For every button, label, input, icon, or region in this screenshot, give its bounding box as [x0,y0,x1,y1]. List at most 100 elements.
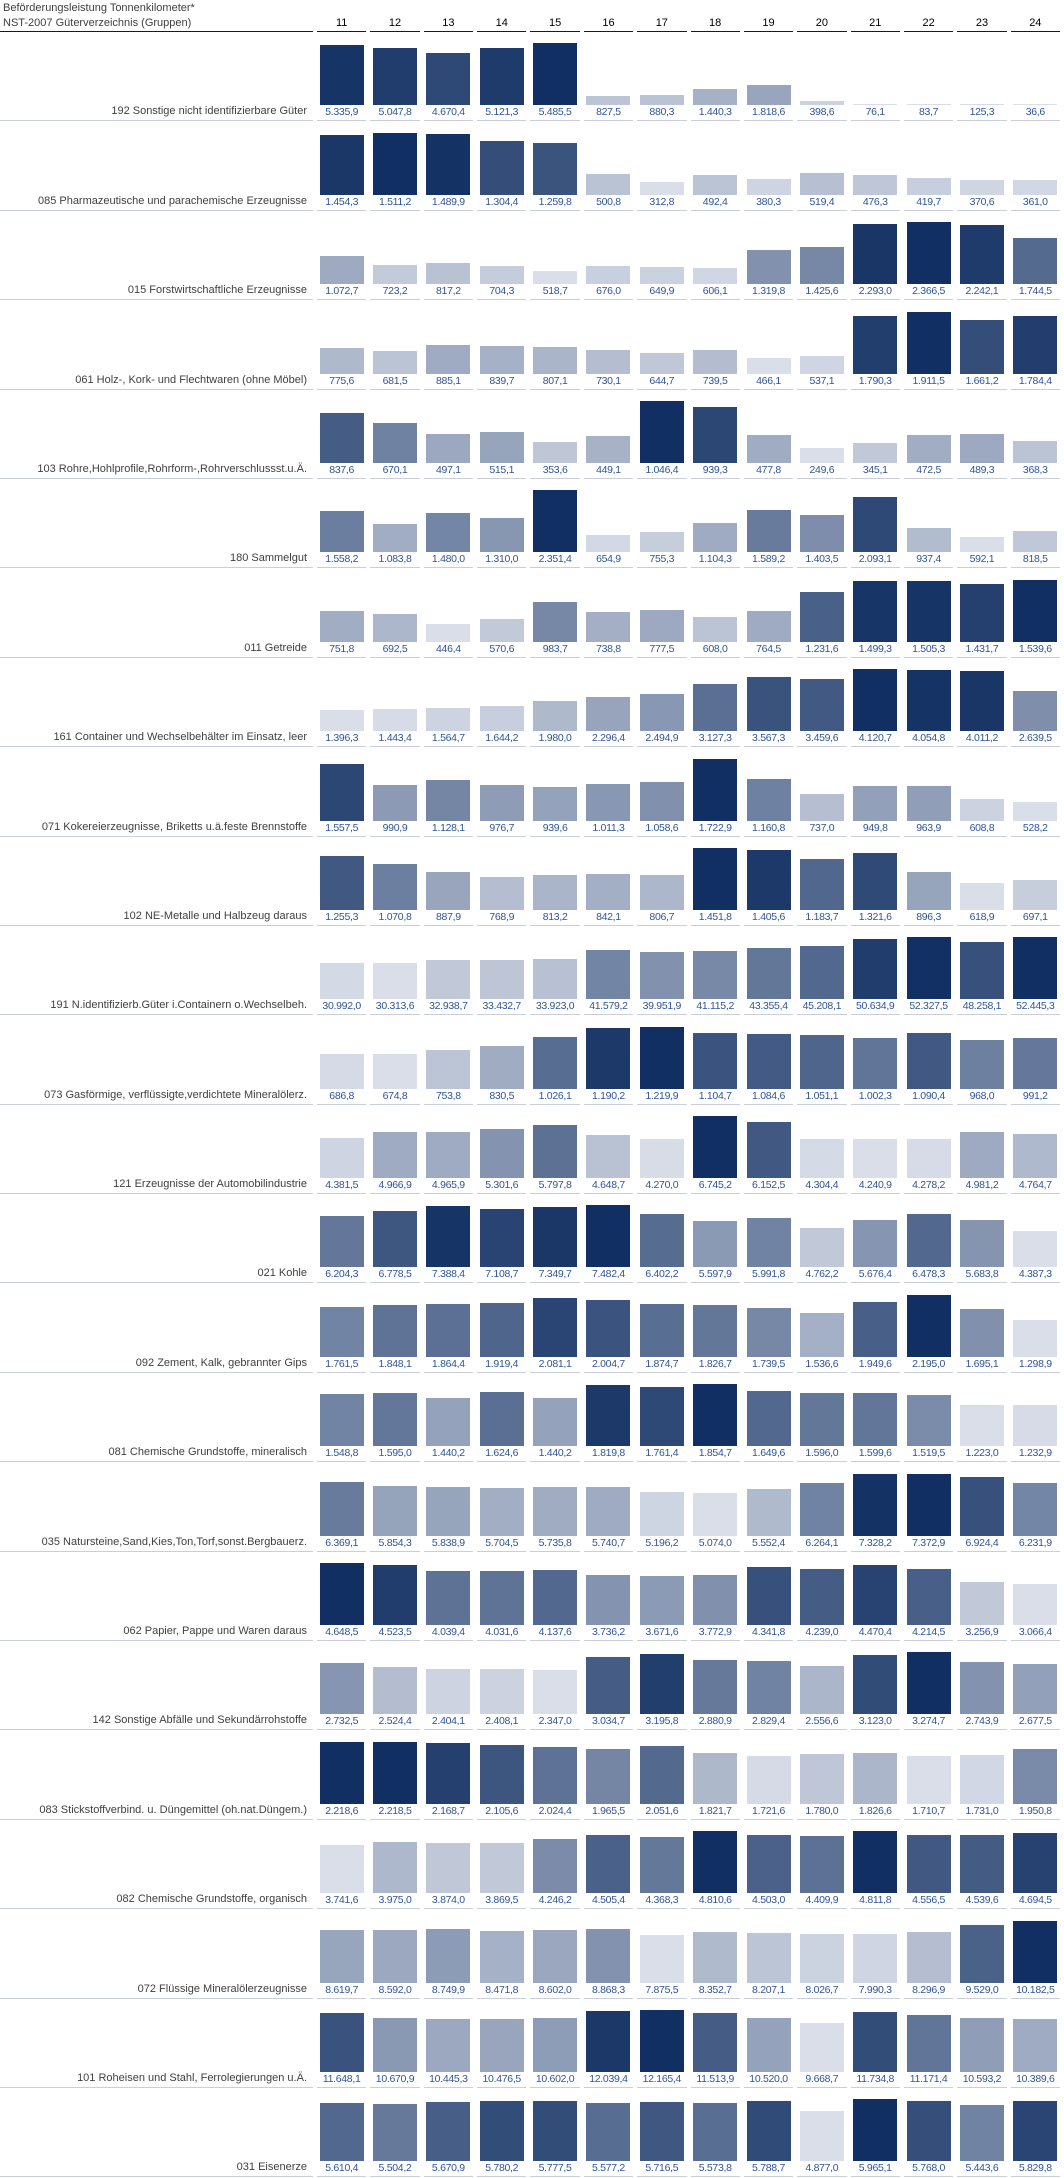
value-cell: 449,1 [583,390,634,479]
value-label: 737,0 [809,821,835,834]
value-cell: 4.278,2 [903,1105,954,1195]
value-label: 697,1 [1022,910,1048,923]
value-label: 1.454,3 [325,195,359,208]
value-bar [746,1217,791,1268]
value-bar [639,1303,684,1357]
value-cell: 4.648,7 [583,1105,634,1195]
value-cell: 697,1 [1010,837,1060,926]
value-bar [479,785,524,821]
value-label: 125,3 [969,106,995,119]
value-cell: 3.975,0 [370,1820,420,1910]
value-label: 1.505,3 [912,642,946,655]
value-cell: 472,5 [903,390,954,479]
category-row: 191 N.identifizierb.Güter i.Containern o… [0,926,1064,1016]
value-label: 976,7 [489,821,515,834]
value-bar [1013,579,1058,642]
value-cell: 1.761,4 [637,1373,687,1463]
value-bar [319,1845,364,1894]
value-label: 4.762,2 [805,1268,839,1281]
value-cell: 5.504,2 [370,2088,420,2178]
value-bar [906,785,951,821]
value-bar [533,701,578,732]
value-label: 2.296,4 [591,732,625,745]
value-label: 887,9 [435,910,461,923]
value-cell: 1.002,3 [850,1015,900,1105]
value-cell: 5.683,8 [957,1194,1007,1284]
value-bar [746,1488,791,1536]
category-row: 092 Zement, Kalk, gebrannter Gips 1.761,5… [0,1283,1064,1373]
value-bar [586,2010,631,2072]
value-bar [1013,937,1058,1000]
value-bar [799,246,844,285]
value-bar [319,45,364,106]
category-label: 121 Erzeugnisse der Automobilindustrie [0,1105,313,1195]
value-label: 5.740,7 [591,1536,625,1549]
year-column-header: 22 [903,17,954,32]
value-label: 8.296,9 [912,1983,946,1996]
value-cell: 1.695,1 [957,1283,1007,1373]
value-cell: 976,7 [477,747,527,837]
value-cell: 5.670,9 [423,2088,474,2178]
value-label: 5.121,3 [485,106,519,119]
value-bar [319,962,364,1000]
value-bar [479,1744,524,1804]
value-label: 3.741,6 [325,1894,359,1907]
value-bar [746,510,791,553]
value-bar [479,706,524,732]
value-bar [799,1138,844,1179]
value-bar [639,2101,684,2162]
value-bar [319,1741,364,1804]
value-label: 2.743,9 [965,1715,999,1728]
value-bar [639,181,684,195]
value-label: 39.951,9 [642,1000,682,1013]
value-bar [639,610,684,642]
value-cell: 41.579,2 [583,926,634,1016]
value-cell: 723,2 [370,211,420,301]
value-label: 5.735,8 [538,1536,572,1549]
value-bar [959,1220,1004,1268]
value-bar [959,1834,1004,1894]
value-bar [906,670,951,732]
value-label: 2.494,9 [645,732,679,745]
value-bar [693,268,738,285]
category-label: 071 Kokereierzeugnisse, Briketts u.ä.fes… [0,747,313,837]
category-label: 015 Forstwirtschaftliche Erzeugnisse [0,211,313,301]
value-label: 2.347,0 [538,1715,572,1728]
value-label: 1.761,4 [645,1447,679,1460]
value-label: 837,6 [329,463,355,476]
value-cell: 5.577,2 [583,2088,634,2178]
value-label: 1.104,3 [698,553,732,566]
value-label: 7.482,4 [591,1268,625,1281]
value-label: 1.536,6 [805,1357,839,1370]
value-cell: 1.557,5 [317,747,367,837]
value-cell: 818,5 [1010,479,1060,569]
value-label: 1.231,6 [805,642,839,655]
value-bar [1013,104,1058,106]
value-cell: 52.327,5 [903,926,954,1016]
value-cell: 3.874,0 [423,1820,474,1910]
value-bar [586,1205,631,1268]
value-label: 8.352,7 [698,1983,732,1996]
value-bar [853,1392,898,1447]
value-bar [373,1741,418,1804]
value-label: 1.589,2 [752,553,785,566]
value-cell: 751,8 [317,568,367,658]
value-label: 30.313,6 [375,1000,415,1013]
value-bar [906,1138,951,1179]
value-bar [319,1662,364,1715]
value-bar [799,1313,844,1357]
value-label: 519,4 [809,195,835,208]
year-column-header: 15 [530,17,580,32]
value-cell: 466,1 [743,300,794,390]
value-bar [906,1473,951,1536]
value-bar [586,436,631,463]
value-cell: 9.529,0 [957,1909,1007,1999]
category-row: 031 Eisenerze 5.610,4 5.504,2 5.670,9 5.780,… [0,2088,1064,2178]
value-bar [319,2103,364,2162]
value-cell: 4.304,4 [797,1105,847,1195]
value-label: 1.219,9 [645,1089,679,1102]
value-bar [426,2018,471,2072]
value-bar [959,2018,1004,2072]
value-bar [426,872,471,910]
value-bar [959,1755,1004,1804]
